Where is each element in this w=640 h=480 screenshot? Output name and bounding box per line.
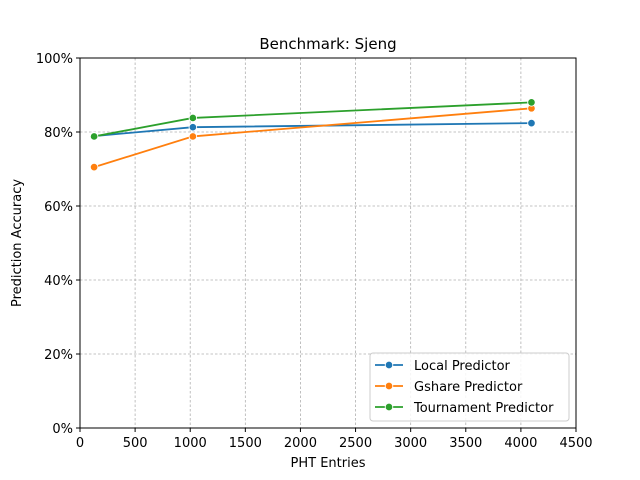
chart-title: Benchmark: Sjeng [259,35,396,53]
y-tick-label: 100% [36,52,73,67]
data-point [89,162,99,172]
legend-item: Gshare Predictor [375,380,523,395]
data-point [89,132,99,141]
data-point [527,98,536,107]
legend-label: Tournament Predictor [413,401,554,416]
data-point [188,113,198,123]
x-tick-label: 4000 [504,436,537,451]
y-tick-label: 20% [44,348,73,363]
x-tick-label: 2500 [339,436,372,451]
data-point [188,122,198,132]
legend-label: Gshare Predictor [414,380,523,395]
x-tick-label: 2000 [284,436,317,451]
x-tick-label: 3500 [449,436,482,451]
data-point [188,132,198,141]
plot-area-frame [79,57,577,429]
legend-swatch-marker [384,381,394,391]
axis-ticks: 0 500 1000 1500 2000 2500 3000 3500 4000 4500 0% 20… [36,52,593,451]
legend-item: Local Predictor [375,359,511,374]
y-axis-label: Prediction Accuracy [10,179,25,307]
series-group [89,98,536,172]
series-gshare-predictor [89,104,536,172]
data-point [527,118,536,128]
x-tick-label: 4500 [559,436,592,451]
legend-label: Local Predictor [414,359,511,374]
y-tick-label: 0% [52,422,73,437]
series-local-predictor [89,118,536,141]
y-tick-label: 60% [44,200,73,215]
x-tick-label: 3000 [394,436,427,451]
legend-frame [369,352,570,422]
legend-item: Tournament Predictor [375,401,554,416]
x-tick-label: 0 [76,436,84,451]
series-tournament-predictor [89,98,536,141]
x-axis-label: PHT Entries [291,456,366,471]
x-tick-label: 1000 [174,436,207,451]
legend-swatch-marker [384,360,394,370]
x-tick-label: 1500 [229,436,262,451]
y-tick-label: 40% [44,274,73,289]
x-tick-label: 500 [123,436,148,451]
y-tick-label: 80% [44,126,73,141]
legend-swatch-marker [384,402,394,412]
legend: Local Predictor Gshare Predictor Tournamen… [369,352,570,422]
